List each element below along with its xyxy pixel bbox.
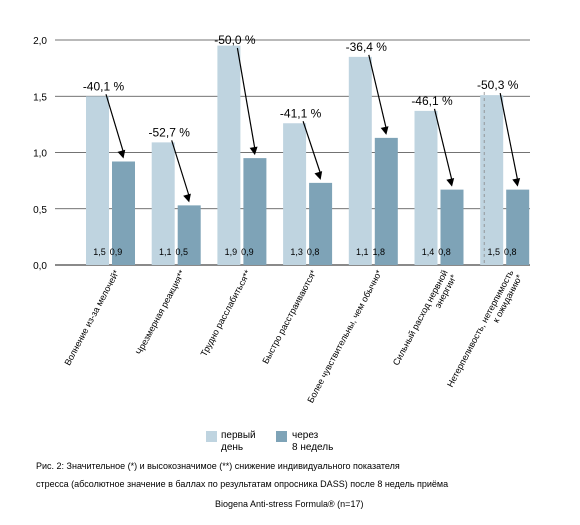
legend-swatch-first-day (206, 431, 217, 442)
change-arrow-line (368, 54, 387, 130)
change-arrow-line (302, 121, 322, 175)
change-arrow-head (446, 177, 455, 187)
legend-swatch-after-8-weeks (276, 431, 287, 442)
x-tick-label: Чрезмерная реакция** (134, 268, 187, 357)
change-arrow-line (499, 93, 519, 181)
bar-chart: 0,0 0,5 1,0 1,5 2,0 1,5 0,9 -40,1 % Волнение из-… (33, 33, 530, 405)
change-arrow-line (236, 47, 256, 150)
y-tick-label: 1,5 (33, 92, 47, 103)
x-tick-label: Волнение из-за мелочей* (62, 268, 121, 367)
change-arrow-head (117, 149, 126, 159)
y-tick-label: 0,5 (33, 205, 47, 216)
change-arrow-head (183, 193, 191, 203)
data-label-after-8-weeks: 0,9 (110, 247, 123, 257)
bar-first-day (151, 142, 175, 265)
change-arrow-head (512, 178, 521, 187)
caption-line-1: Рис. 2: Значительное (*) и высокозначимо… (36, 461, 400, 471)
data-label-after-8-weeks: 0,8 (438, 247, 451, 257)
x-tick-label: Трудно расслабиться** (199, 268, 253, 358)
y-tick-label: 1,0 (33, 149, 47, 160)
data-label-first-day: 1,5 (487, 247, 500, 257)
bar-after-8-weeks (506, 189, 530, 265)
bar-first-day (86, 96, 109, 265)
data-label-after-8-weeks: 0,8 (504, 247, 517, 257)
change-arrow-head (249, 146, 258, 156)
data-label-first-day: 1,9 (225, 247, 238, 257)
y-tick-label: 2,0 (33, 36, 47, 47)
caption-line-3: Biogena Anti-stress Formula® (n=17) (215, 499, 364, 509)
change-label: -40,1 % (83, 79, 125, 93)
change-arrow-head (314, 171, 323, 180)
change-arrow-line (171, 140, 190, 197)
change-arrow-line (105, 94, 125, 153)
data-label-after-8-weeks: 0,5 (175, 247, 188, 257)
data-label-first-day: 1,5 (93, 247, 106, 257)
bar-first-day (348, 56, 372, 265)
caption-line-2: стресса (абсолютное значение в баллах по… (36, 479, 449, 489)
legend-label-after-8-weeks: через 8 недель (292, 430, 334, 453)
change-label: -52,7 % (149, 125, 191, 139)
y-tick-label: 0,0 (33, 261, 47, 272)
change-arrow-head (380, 126, 389, 135)
x-tick-label: Сильный расход нервнойэнергии* (391, 268, 459, 372)
data-label-first-day: 1,4 (422, 247, 435, 257)
legend-label-first-day: первый день (221, 430, 256, 453)
change-label: -50,3 % (477, 78, 519, 92)
data-label-first-day: 1,3 (290, 247, 303, 257)
change-label: -41,1 % (280, 106, 322, 120)
data-label-after-8-weeks: 1,8 (373, 247, 386, 257)
change-label: -46,1 % (411, 94, 453, 108)
change-label: -36,4 % (346, 40, 388, 54)
bar-after-8-weeks (112, 161, 135, 265)
bar-first-day (283, 123, 307, 265)
data-label-first-day: 1,1 (159, 247, 172, 257)
bar-first-day (217, 45, 241, 265)
change-arrow-line (433, 108, 453, 181)
bar-first-day (414, 110, 438, 265)
bar-after-8-weeks (309, 182, 333, 265)
bar-first-day (480, 95, 504, 265)
bar-after-8-weeks (243, 158, 267, 265)
data-label-after-8-weeks: 0,9 (241, 247, 254, 257)
x-tick-label: Нетерпеливость, нетерпимостьк ожиданию* (445, 268, 524, 394)
data-label-first-day: 1,1 (356, 247, 369, 257)
bar-after-8-weeks (374, 137, 398, 265)
bar-after-8-weeks (177, 205, 201, 265)
change-label: -50,0 % (214, 33, 256, 47)
x-tick-label: Быстро расстраиваются* (260, 268, 318, 366)
bar-after-8-weeks (440, 189, 464, 265)
data-label-after-8-weeks: 0,8 (307, 247, 320, 257)
x-tick-label: Более чувствительны, чем обычно* (305, 268, 384, 405)
